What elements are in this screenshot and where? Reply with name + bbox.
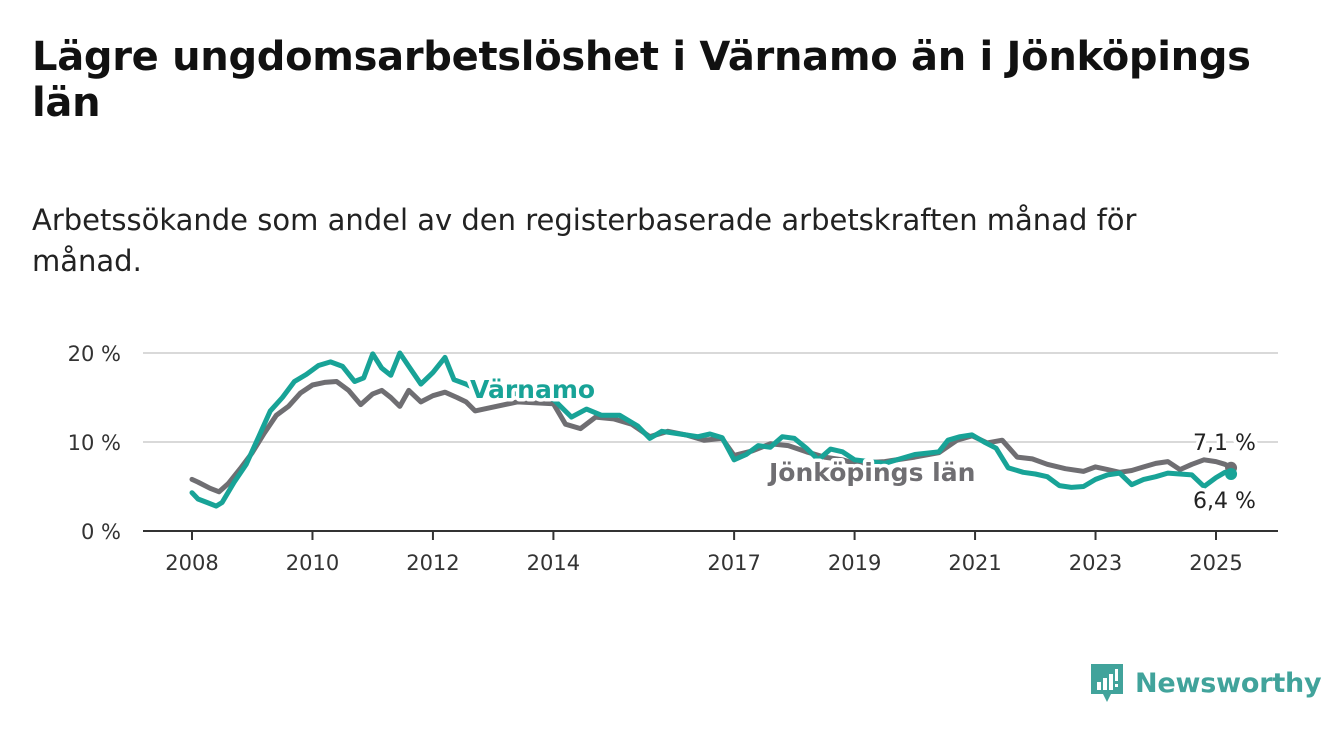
x-tick-label: 2021 <box>948 551 1001 575</box>
x-tick-label: 2010 <box>286 551 339 575</box>
chart-title: Lägre ungdomsarbetslöshet i Värnamo än i… <box>32 34 1251 126</box>
series-labels: Värnamo Jönköpings län 7,1 % 6,4 % <box>467 372 1260 518</box>
series-label-jonkoping: Jönköpings län <box>767 458 975 487</box>
brand-footer: Newsworthy <box>1089 662 1322 704</box>
series-lines <box>189 350 1238 509</box>
x-tick-label: 2023 <box>1069 551 1122 575</box>
axes: 0 % 10 % 20 % 2008 2010 2012 2014 2017 2019 2021 2… <box>68 342 1278 575</box>
y-tick-label: 0 % <box>81 520 121 544</box>
chart-subtitle: Arbetssökande som andel av den registerb… <box>32 203 1137 278</box>
end-label-jonkoping: 7,1 % <box>1193 431 1256 456</box>
y-tick-label: 20 % <box>68 342 121 366</box>
x-tick-label: 2014 <box>527 551 580 575</box>
x-tick-label: 2017 <box>707 551 760 575</box>
series-line-varnamo <box>189 350 1234 509</box>
brand-name: Newsworthy <box>1135 667 1322 699</box>
x-tick-label: 2025 <box>1189 551 1242 575</box>
endpoint-varnamo <box>1225 468 1238 481</box>
end-label-varnamo: 6,4 % <box>1193 489 1256 514</box>
y-tick-label: 10 % <box>68 431 121 455</box>
series-label-varnamo: Värnamo <box>470 375 595 404</box>
x-tick-label: 2008 <box>165 551 218 575</box>
x-tick-label: 2012 <box>406 551 459 575</box>
newsworthy-logo-icon <box>1091 664 1123 702</box>
x-tick-label: 2019 <box>828 551 881 575</box>
